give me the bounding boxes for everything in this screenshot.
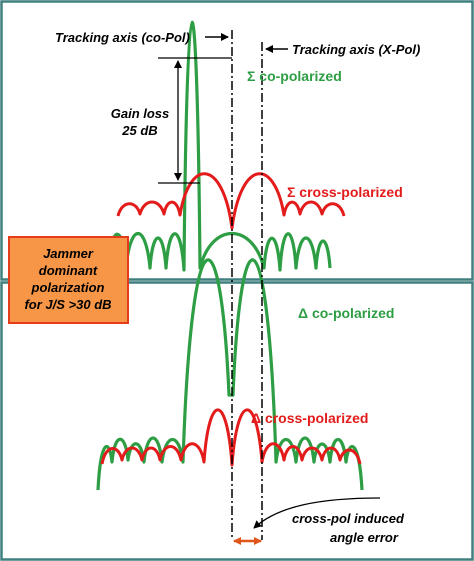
sum-co-pol-curve xyxy=(110,20,332,272)
tracking-axis-co-pol-label: Tracking axis (co-Pol) xyxy=(55,30,190,45)
sum-cross-polarized-label: Σ cross-polarized xyxy=(287,184,403,200)
delta-co-polarized-label: Δ co-polarized xyxy=(298,305,394,321)
jammer-text-line-3: polarization xyxy=(31,280,105,295)
jammer-text-line-1: Jammer xyxy=(43,246,94,261)
jammer-text-line-2: dominant xyxy=(39,263,98,278)
cross-pol-angle-error-line-1: cross-pol induced xyxy=(292,511,405,526)
delta-co-pol-curve xyxy=(96,258,364,491)
sum-co-polarized-label: Σ co-polarized xyxy=(247,68,342,84)
leader-arrow-icon xyxy=(253,497,381,529)
sum-cross-pol-curve xyxy=(116,172,346,230)
gain-loss-value: 25 dB xyxy=(121,123,157,138)
tracking-axis-x-pol-label: Tracking axis (X-Pol) xyxy=(292,42,420,57)
delta-cross-pol-curve xyxy=(100,408,362,467)
cross-pol-angle-error-line-2: angle error xyxy=(330,530,399,545)
jammer-text-line-4: for J/S >30 dB xyxy=(24,297,111,312)
delta-panel xyxy=(0,281,474,561)
gain-loss-label: Gain loss xyxy=(111,106,170,121)
jammer-callout xyxy=(8,236,129,324)
sum-panel xyxy=(0,0,474,281)
delta-cross-polarized-label: Δ cross-polarized xyxy=(251,410,368,426)
